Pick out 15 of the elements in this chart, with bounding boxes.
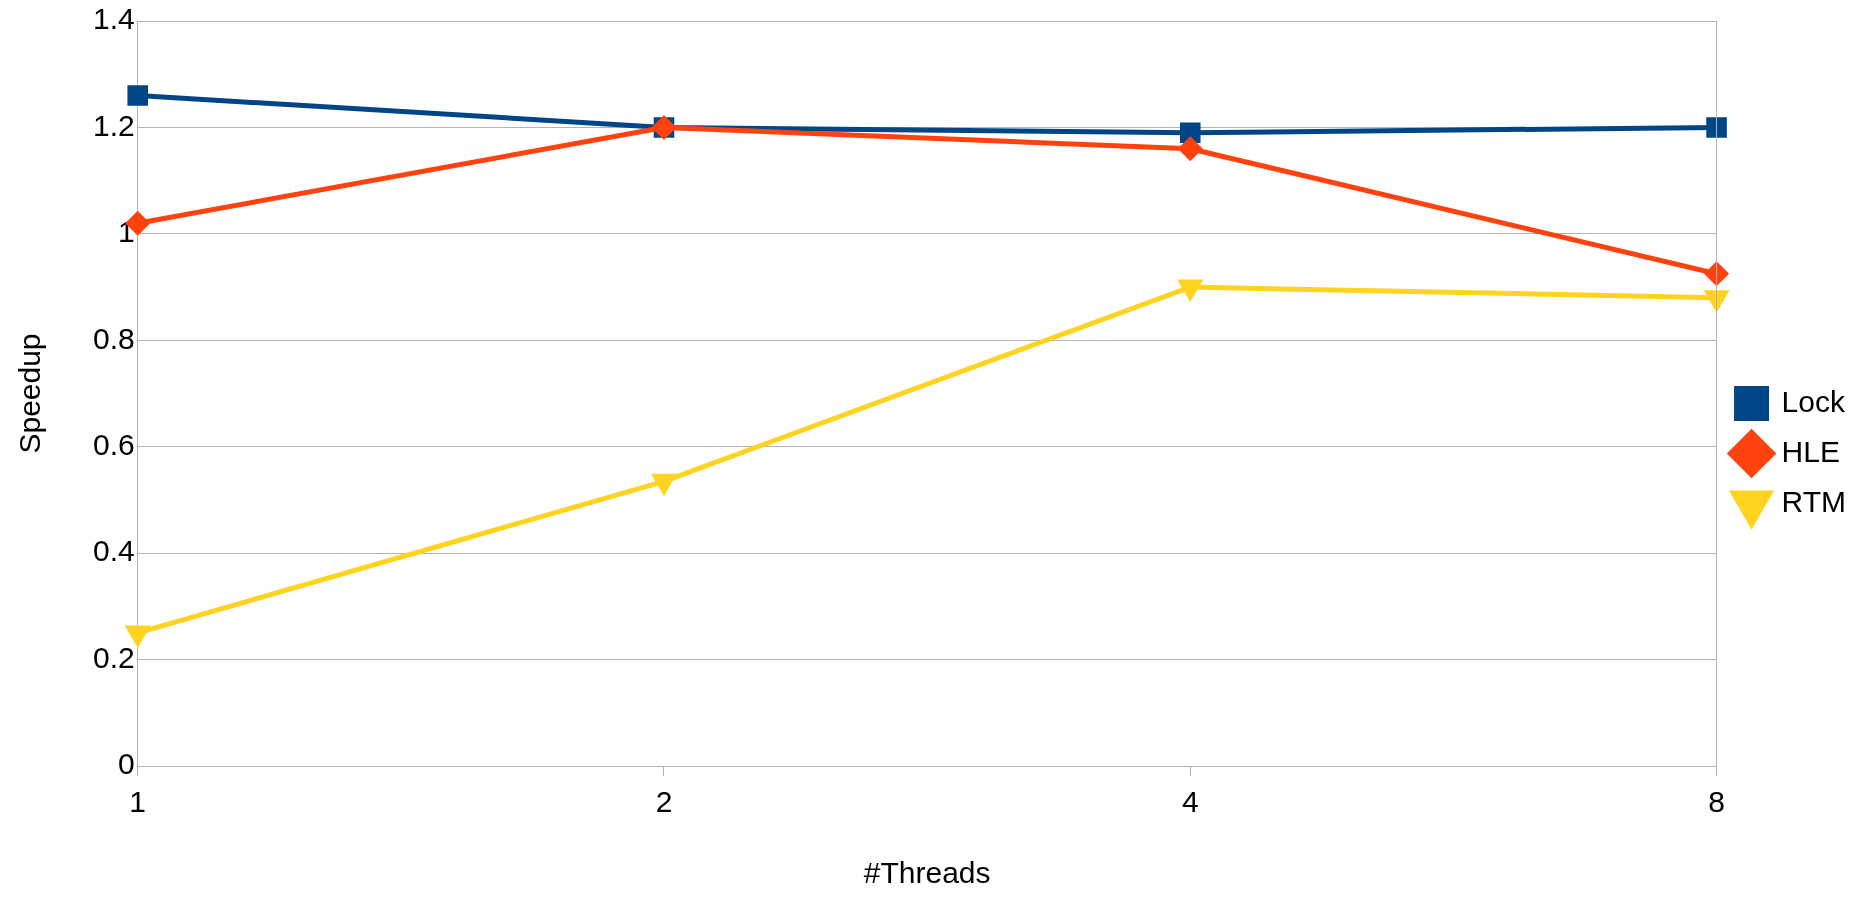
y-axis-title: Speedup xyxy=(13,333,47,454)
y-tick-label: 0.2 xyxy=(92,640,135,674)
x-tick-label: 4 xyxy=(1181,785,1199,819)
x-axis-title: #Threads xyxy=(863,856,991,890)
y-tick-label: 0.6 xyxy=(92,427,135,461)
x-tick-label: 8 xyxy=(1708,785,1725,819)
y-tick-label: 0 xyxy=(118,747,135,781)
y-tick-label: 0.4 xyxy=(92,534,135,568)
y-tick-label: 1.2 xyxy=(92,108,135,142)
legend-label: RTM xyxy=(1781,484,1847,518)
legend-label: HLE xyxy=(1781,434,1840,468)
y-tick-label: 1.4 xyxy=(92,2,135,36)
x-tick-label: 2 xyxy=(655,785,673,819)
y-tick-label: 0.8 xyxy=(92,321,135,355)
legend-label: Lock xyxy=(1781,384,1846,418)
